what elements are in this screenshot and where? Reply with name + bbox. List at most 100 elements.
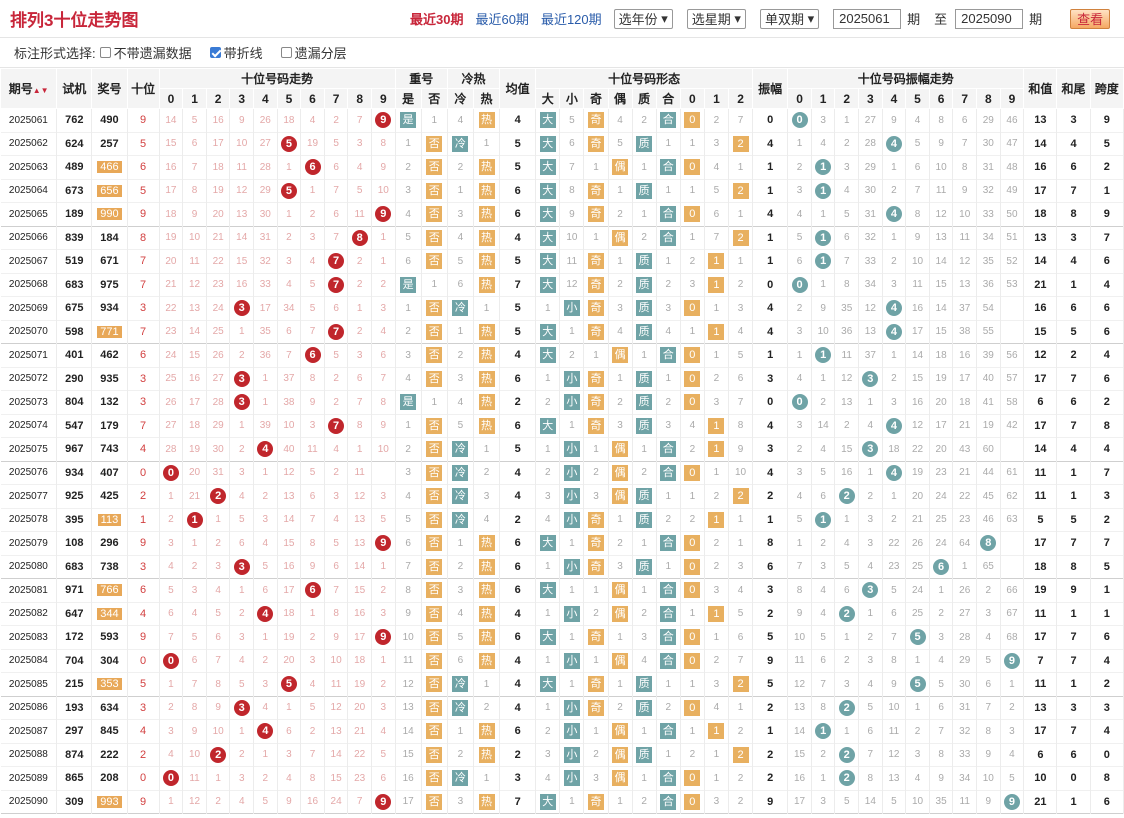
mod3-hit: 1 xyxy=(704,249,729,273)
odd-cell: 3 xyxy=(583,484,609,508)
trend-miss: 9 xyxy=(206,696,231,720)
amp-miss: 41 xyxy=(976,390,1001,414)
option-no-omission[interactable]: 不带遗漏数据 xyxy=(96,43,192,62)
tens-digit: 6 xyxy=(127,155,160,179)
trend-miss: 5 xyxy=(182,108,207,132)
trend-miss: 2 xyxy=(277,226,302,250)
trend-miss xyxy=(371,461,396,485)
trend-miss: 7 xyxy=(347,108,372,132)
odd-cell: 2 xyxy=(583,602,609,626)
amp-miss: 1 xyxy=(952,555,977,579)
trend-miss: 1 xyxy=(300,602,325,626)
tab-recent-30[interactable]: 最近30期 xyxy=(410,12,464,27)
checkbox-layered[interactable] xyxy=(280,47,292,58)
mod3-hit: 1 xyxy=(704,437,729,461)
year-select[interactable]: 选年份 ▾ xyxy=(613,8,673,29)
amp-hit: 3 xyxy=(858,367,883,391)
from-issue-input[interactable]: 2025061 xyxy=(833,8,902,29)
trend-miss: 1 xyxy=(159,790,184,814)
repeat-yes-cell: 6 xyxy=(395,531,422,555)
amp-miss: 27 xyxy=(858,108,883,132)
parity-select[interactable]: 单双期 ▾ xyxy=(759,8,820,29)
form-0: 大 xyxy=(535,88,561,109)
sum-tail-cell: 7 xyxy=(1056,414,1091,438)
trend-miss: 8 xyxy=(300,367,325,391)
trend-miss: 5 xyxy=(371,743,396,767)
big-cell: 大 xyxy=(535,179,561,203)
composite-cell: 1 xyxy=(656,672,681,696)
trend-hit: 3 xyxy=(229,696,255,720)
trend-hit: 3 xyxy=(229,296,255,320)
checkbox-no-omission[interactable] xyxy=(99,47,111,58)
option-layered[interactable]: 遗漏分层 xyxy=(277,43,347,62)
prime-cell: 质 xyxy=(632,179,657,203)
trend-miss: 3 xyxy=(229,766,255,790)
prime-cell: 1 xyxy=(632,719,657,743)
test-number: 683 xyxy=(56,273,93,297)
amp-miss: 26 xyxy=(905,531,930,555)
sum-tail-cell: 3 xyxy=(1056,108,1091,132)
trend-miss: 22 xyxy=(159,296,184,320)
trend-miss: 1 xyxy=(229,719,255,743)
mod3-miss: 3 xyxy=(704,132,729,156)
span-cell: 7 xyxy=(1090,531,1124,555)
trend-digit-9: 9 xyxy=(370,88,396,109)
sum-cell: 13 xyxy=(1023,226,1058,250)
hot-cell: 2 xyxy=(473,461,501,485)
hot-cell: 热 xyxy=(473,226,501,250)
mean-cell: 4 xyxy=(499,484,537,508)
amp-miss: 2 xyxy=(882,367,907,391)
cold-cell: 3 xyxy=(447,790,474,814)
amp-miss: 1 xyxy=(787,531,812,555)
trend-miss: 3 xyxy=(229,625,255,649)
amp-miss: 2 xyxy=(976,578,1001,602)
amp-miss: 42 xyxy=(1000,414,1025,438)
repeat-no-cell: 否 xyxy=(421,508,448,532)
composite-cell: 3 xyxy=(656,296,681,320)
test-number: 704 xyxy=(56,649,93,673)
trend-hit: 2 xyxy=(206,743,231,767)
tab-recent-120[interactable]: 最近120期 xyxy=(540,12,602,27)
trend-miss: 2 xyxy=(324,108,349,132)
amp-miss: 20 xyxy=(905,484,930,508)
amplitude-cell: 2 xyxy=(752,484,789,508)
table-row: 2025075 967 743 4 28 19 30 2 4 40 11 4 1 10 2 否冷 1 5 1 小 1 偶 1… xyxy=(0,437,1124,461)
view-button[interactable]: 查看 xyxy=(1070,8,1111,29)
col-issue[interactable]: 期号▲▼ xyxy=(0,68,58,109)
sum-cell: 19 xyxy=(1023,578,1058,602)
week-select[interactable]: 选星期 ▾ xyxy=(686,8,746,29)
trend-miss: 31 xyxy=(253,226,278,250)
trend-miss: 21 xyxy=(347,719,372,743)
checkbox-polyline[interactable] xyxy=(209,47,221,58)
cold-cell: 4 xyxy=(447,390,474,414)
col-trend: 十位号码走势 xyxy=(158,68,396,89)
tab-recent-60[interactable]: 最近60期 xyxy=(475,12,529,27)
cold-cell: 1 xyxy=(447,320,474,344)
amp-miss: 44 xyxy=(976,461,1001,485)
sum-tail-cell: 4 xyxy=(1056,249,1091,273)
table-row: 2025071 401 462 6 24 15 26 2 36 7 6 5 3 6 3 否 2 热 4 大 2 1 偶 1 合 0… xyxy=(0,343,1124,367)
amp-miss: 12 xyxy=(834,367,860,391)
col-repeat: 重号 xyxy=(394,68,448,89)
trend-digit-5: 5 xyxy=(276,88,302,109)
option-polyline[interactable]: 带折线 xyxy=(206,43,263,62)
amp-miss: 61 xyxy=(1000,461,1025,485)
table-row: 2025077 925 425 2 1 21 2 4 2 13 6 3 12 3 4 否冷 3 4 3 小 3 偶质 1 1 2… xyxy=(0,484,1124,508)
amp-miss: 5 xyxy=(834,555,860,579)
test-number: 865 xyxy=(56,766,93,790)
hot-cell: 3 xyxy=(473,484,501,508)
sum-cell: 18 xyxy=(1023,555,1058,579)
small-cell: 11 xyxy=(559,249,585,273)
mod3-hit: 1 xyxy=(704,602,729,626)
trend-miss: 11 xyxy=(182,766,207,790)
to-issue-input[interactable]: 2025090 xyxy=(955,8,1024,29)
trend-miss: 6 xyxy=(324,202,349,226)
mod3-miss: 1 xyxy=(704,296,729,320)
mod3-hit: 2 xyxy=(728,743,754,767)
trend-digit-4: 4 xyxy=(253,88,278,109)
amp-miss: 11 xyxy=(929,179,954,203)
trend-miss: 6 xyxy=(159,602,184,626)
sum-tail-cell: 7 xyxy=(1056,719,1091,743)
trend-miss: 7 xyxy=(324,226,349,250)
hot-cell: 热 xyxy=(473,790,501,814)
